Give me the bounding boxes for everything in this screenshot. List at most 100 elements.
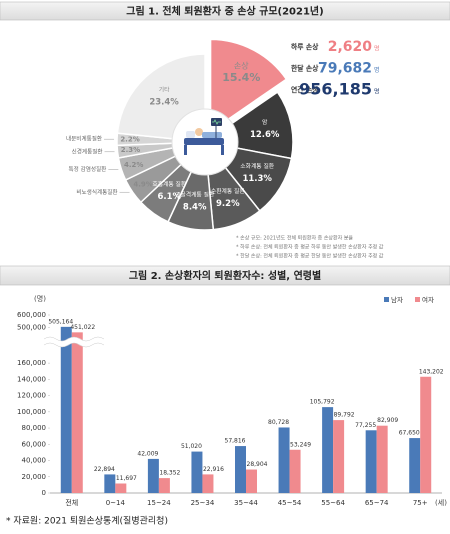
slice-label: 근골격계통 질환 xyxy=(175,191,215,199)
bar xyxy=(202,474,214,493)
value-label: 28,904 xyxy=(247,461,268,468)
chart-title: 그림 2. 손상환자의 퇴원환자수: 성별, 연령별 xyxy=(129,269,321,282)
value-label: 82,909 xyxy=(377,417,398,424)
x-tick-label: 전체 xyxy=(65,498,78,507)
value-label: 451,022 xyxy=(70,324,95,331)
value-label: 67,650 xyxy=(399,430,420,437)
value-label: 42,009 xyxy=(137,450,158,457)
value-label: 22,916 xyxy=(203,466,224,473)
bar xyxy=(289,449,301,493)
x-tick-label: 65~74 xyxy=(365,499,389,507)
bar xyxy=(115,483,127,493)
stat-label: 연간 손상 xyxy=(291,85,319,94)
stat-value: 79,682 xyxy=(318,61,372,77)
slice-label: 기타 xyxy=(159,85,170,93)
value-label: 9.2% xyxy=(216,199,240,209)
bar xyxy=(158,478,170,493)
title-bar xyxy=(0,1,450,21)
x-tick-label: 45~54 xyxy=(278,499,302,507)
value-label: 57,816 xyxy=(225,438,246,445)
title-bar xyxy=(0,265,450,286)
value-label: 51,020 xyxy=(181,443,202,450)
y-tick-label: 80,000 xyxy=(22,424,47,432)
bar xyxy=(365,430,377,493)
bar xyxy=(420,376,432,493)
bar xyxy=(409,438,421,493)
x-tick-label: 75+ xyxy=(413,499,428,507)
x-tick-label: 35~44 xyxy=(234,499,258,507)
slice-label: 내분비계통질환 xyxy=(66,135,102,143)
slice-label: 특정 감염성질환 xyxy=(69,165,107,173)
value-label: 8.4% xyxy=(183,203,207,213)
y-tick-label: 40,000 xyxy=(22,457,47,465)
x-tick-label: 0~14 xyxy=(106,499,126,507)
bar xyxy=(376,425,388,493)
value-label: 23.4% xyxy=(149,97,179,107)
x-tick-label: 55~64 xyxy=(321,499,345,507)
source: * 자료원: 2021 퇴원손상통계(질병관리청) xyxy=(6,515,168,527)
value-label: 53,249 xyxy=(290,441,311,448)
value-label: 6.1% xyxy=(158,192,182,202)
slice-label: 소화계통 질환 xyxy=(240,162,275,170)
legend-label: 여자 xyxy=(422,295,434,304)
legend-label: 남자 xyxy=(391,295,403,304)
value-label: 11.3% xyxy=(242,174,272,184)
value-label: 15.4% xyxy=(222,71,260,84)
bar xyxy=(71,332,83,493)
stat-unit: 명 xyxy=(374,66,380,74)
y-tick-label: 60,000 xyxy=(22,440,47,448)
bar xyxy=(333,420,345,493)
slice-label: 암 xyxy=(262,118,268,126)
value-label: 18,352 xyxy=(159,470,180,477)
y-tick-label: 140,000 xyxy=(17,375,46,383)
y-tick-label: 120,000 xyxy=(17,392,46,400)
value-label: 2.2% xyxy=(120,136,139,144)
bar xyxy=(278,427,290,493)
stat-label: 한달 손상 xyxy=(291,64,319,73)
center-icon xyxy=(171,108,239,176)
y-tick-label: 100,000 xyxy=(17,408,46,416)
value-label: 12.6% xyxy=(250,130,280,140)
y-tick-label: 160,000 xyxy=(17,359,46,367)
legend-swatch xyxy=(384,297,389,302)
y-tick-label: 600,000 xyxy=(17,311,46,319)
y-tick-label: 20,000 xyxy=(22,473,47,481)
bar xyxy=(235,446,246,493)
slice-label: 신경계통질환 xyxy=(72,147,103,155)
chart-title: 그림 1. 전체 퇴원환자 중 손상 규모(2021년) xyxy=(126,5,323,18)
value-label: 4.2% xyxy=(124,161,143,169)
footnote: * 손상 규모: 2021년도 전체 퇴원환자 중 손상환자 분율 xyxy=(236,235,353,242)
pie-slice xyxy=(209,38,288,133)
axis-break xyxy=(43,336,105,342)
footnote: * 한달 손상: 전체 퇴원환자 중 평균 한달 동안 발생한 손상환자 추정 … xyxy=(236,253,384,260)
bar xyxy=(60,326,72,493)
legend-swatch xyxy=(415,297,420,302)
bar xyxy=(147,458,159,493)
value-label: 2.3% xyxy=(121,146,140,154)
slice-label: 비뇨생식계통질환 xyxy=(76,188,117,196)
stat-unit: 명 xyxy=(374,88,380,96)
x-tick-label: 15~24 xyxy=(147,499,171,507)
y-unit: (명) xyxy=(34,294,46,303)
axis-break xyxy=(42,337,106,347)
axis-break xyxy=(43,342,105,348)
value-label: 4.9% xyxy=(133,180,152,188)
stat-unit: 명 xyxy=(374,45,380,53)
y-tick-label: 500,000 xyxy=(17,324,46,332)
bar xyxy=(246,469,257,493)
value-label: 105,792 xyxy=(310,399,335,406)
value-label: 22,894 xyxy=(94,466,115,473)
value-label: 77,255 xyxy=(355,422,376,429)
footnote: * 하루 손상: 전체 퇴원환자 중 평균 하루 동안 발생한 손상환자 추정 … xyxy=(236,244,384,251)
value-label: 143,202 xyxy=(419,368,444,375)
bar xyxy=(104,474,116,493)
slice-label: 호흡계통 질환 xyxy=(152,180,187,188)
slice-label: 순환계통 질환 xyxy=(211,187,246,195)
value-label: 89,792 xyxy=(334,412,355,419)
y-tick-label: 0 xyxy=(42,489,46,497)
x-unit: (세) xyxy=(435,498,447,507)
bar xyxy=(191,451,203,493)
